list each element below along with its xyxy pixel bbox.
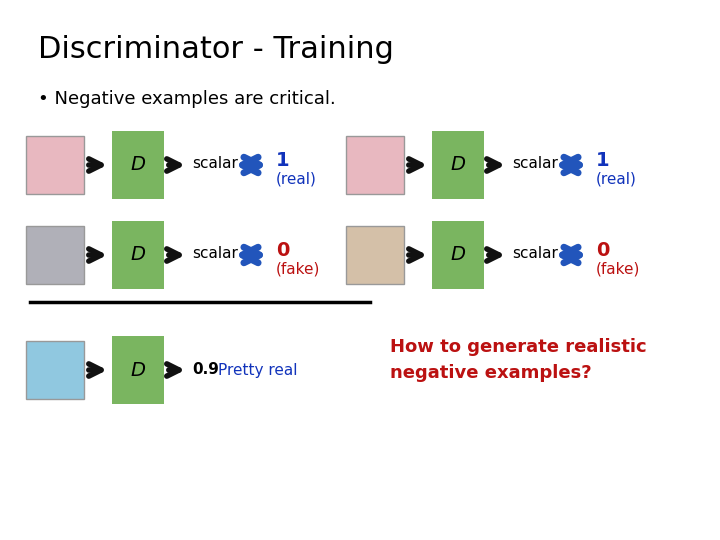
Text: (fake): (fake) xyxy=(276,261,320,276)
Text: 0: 0 xyxy=(276,240,289,260)
Text: scalar: scalar xyxy=(192,156,238,171)
FancyBboxPatch shape xyxy=(346,136,404,194)
Text: D: D xyxy=(451,246,466,265)
Text: 1: 1 xyxy=(596,151,610,170)
FancyBboxPatch shape xyxy=(112,131,164,199)
Text: D: D xyxy=(130,361,145,380)
FancyBboxPatch shape xyxy=(112,221,164,289)
Text: 1: 1 xyxy=(276,151,289,170)
FancyBboxPatch shape xyxy=(432,221,484,289)
Text: Pretty real: Pretty real xyxy=(218,362,297,377)
Text: D: D xyxy=(130,246,145,265)
Text: (real): (real) xyxy=(596,172,637,186)
FancyBboxPatch shape xyxy=(112,336,164,404)
Text: (real): (real) xyxy=(276,172,317,186)
Text: scalar: scalar xyxy=(192,246,238,260)
Text: (fake): (fake) xyxy=(596,261,640,276)
FancyBboxPatch shape xyxy=(432,131,484,199)
FancyBboxPatch shape xyxy=(26,226,84,284)
Text: D: D xyxy=(451,156,466,174)
FancyBboxPatch shape xyxy=(26,341,84,399)
Text: 0: 0 xyxy=(596,240,609,260)
FancyBboxPatch shape xyxy=(26,136,84,194)
Text: scalar: scalar xyxy=(512,246,558,260)
Text: How to generate realistic
negative examples?: How to generate realistic negative examp… xyxy=(390,338,647,382)
Text: 0.9: 0.9 xyxy=(192,362,219,377)
FancyBboxPatch shape xyxy=(346,226,404,284)
Text: D: D xyxy=(130,156,145,174)
Text: Discriminator - Training: Discriminator - Training xyxy=(38,35,394,64)
Text: scalar: scalar xyxy=(512,156,558,171)
Text: • Negative examples are critical.: • Negative examples are critical. xyxy=(38,90,336,108)
